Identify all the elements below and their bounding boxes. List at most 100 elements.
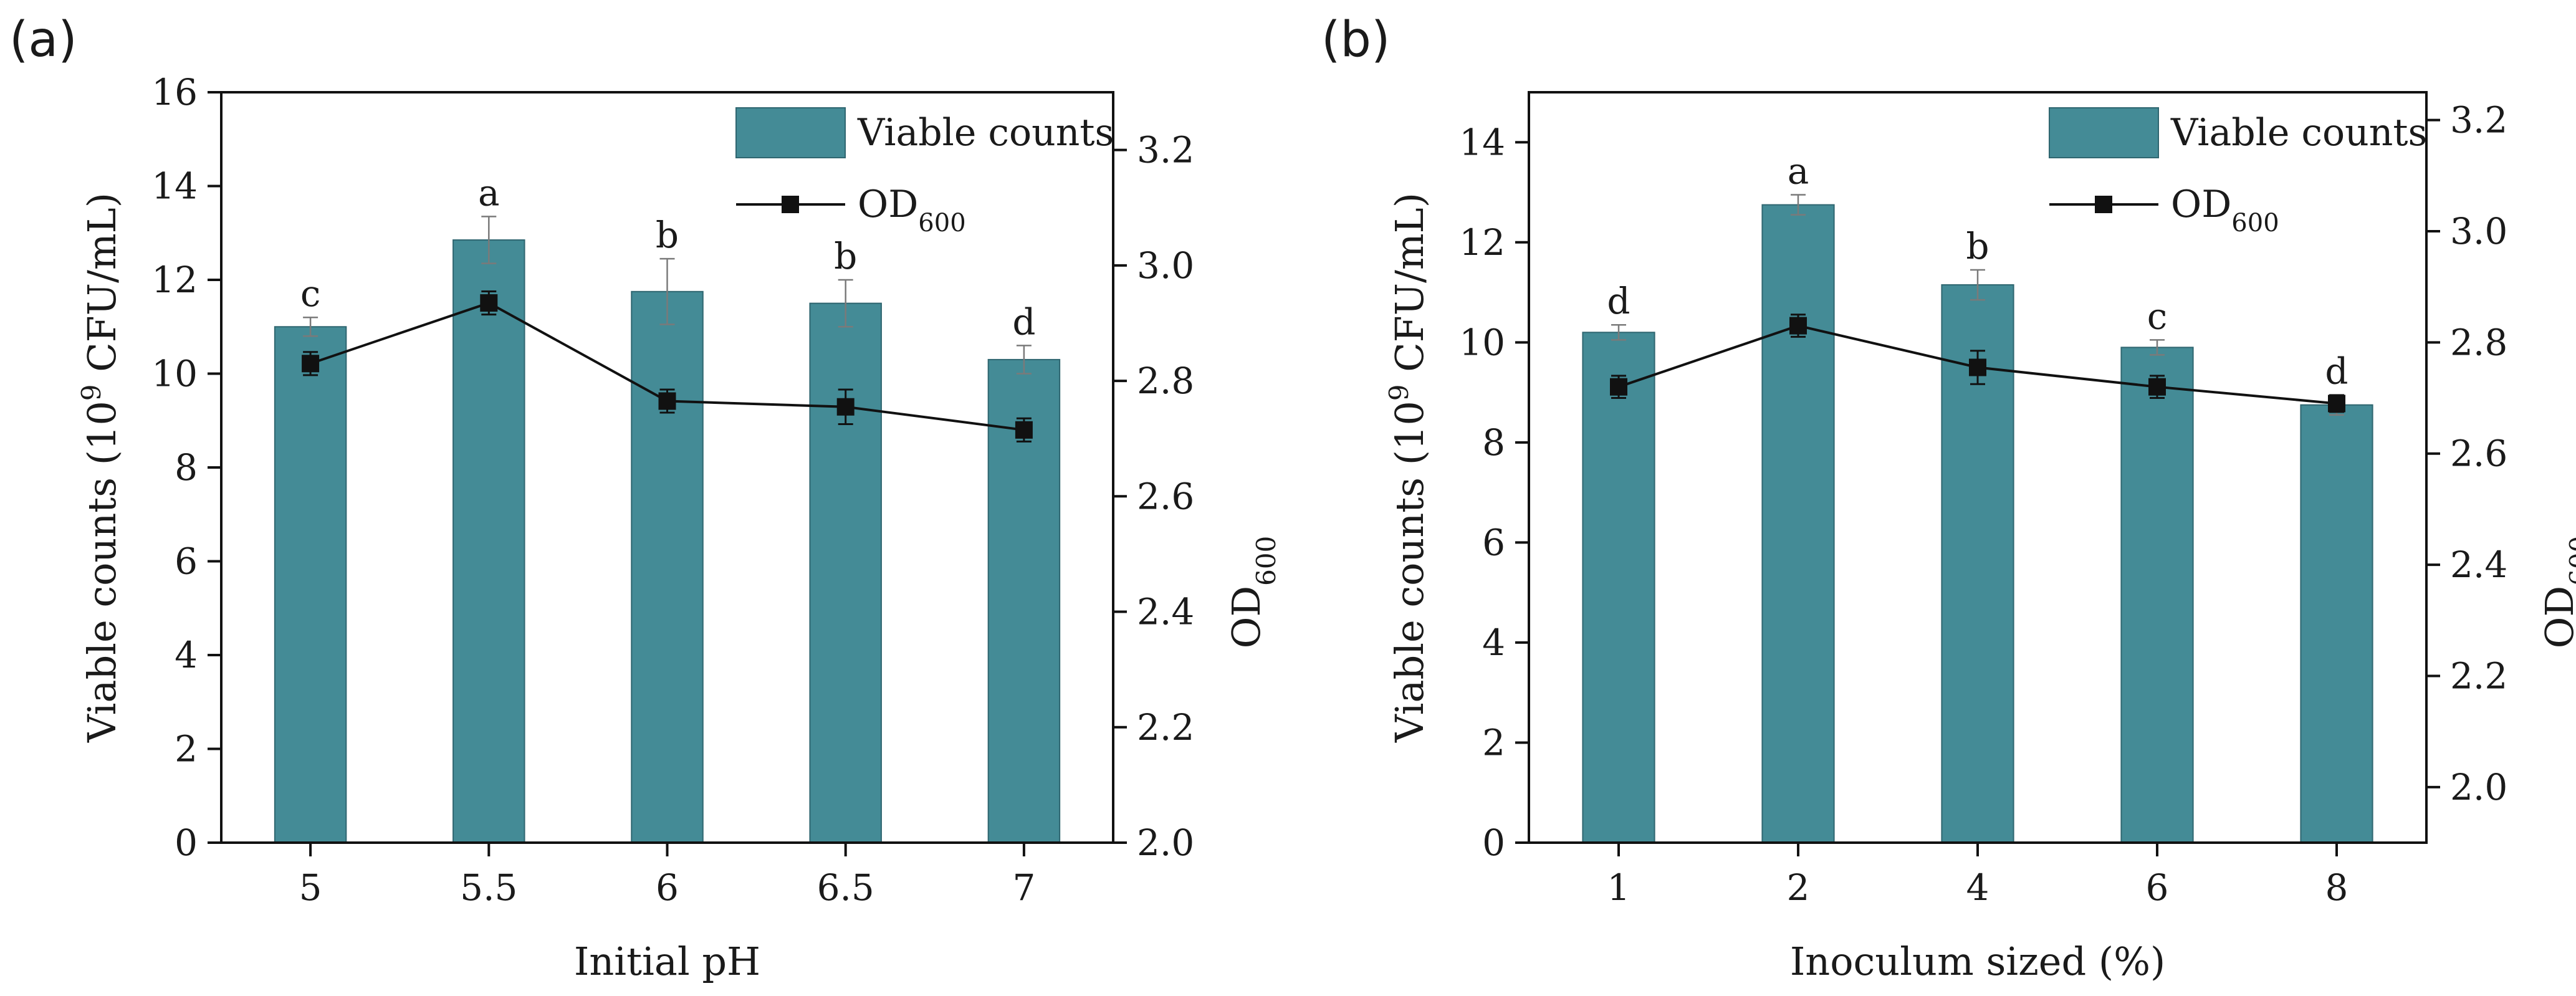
right-tick-label: 3.0: [2450, 210, 2507, 252]
bar-error-6.5: [838, 279, 853, 328]
x-tick-label: 8: [2325, 866, 2349, 909]
left-y-title-main: Viable counts (10: [79, 401, 125, 743]
significance-letter: d: [1607, 280, 1630, 322]
right-tick-label: 3.0: [1137, 244, 1194, 287]
legend-bar-label: Viable counts: [2170, 111, 2427, 155]
left-y-title-tail: CFU/mL): [79, 193, 125, 384]
panel-b: (b)dabcd024681012142.02.22.42.62.83.03.2…: [1321, 12, 2576, 984]
bar-1: [1582, 332, 1655, 843]
right-y-title-main: OD: [2537, 586, 2576, 649]
bar-6: [2120, 347, 2194, 843]
bar-error-1: [1611, 323, 1626, 341]
panel-label: (a): [9, 12, 77, 68]
right-tick-label: 2.0: [2450, 766, 2507, 808]
x-tick-label: 4: [1966, 866, 1989, 909]
left-tick-label: 8: [1482, 421, 1505, 464]
right-tick-label: 2.8: [1137, 360, 1194, 402]
left-tick-label: 0: [175, 821, 198, 864]
right-tick-label: 2.2: [1137, 706, 1194, 749]
right-tick-label: 2.6: [1137, 475, 1194, 517]
bar-6: [631, 290, 704, 843]
legend-bar-swatch: [735, 107, 846, 158]
od600-point-6: [658, 392, 676, 410]
legend-bar-swatch: [2049, 107, 2159, 158]
od600-point-2: [1789, 317, 1807, 335]
right-tick-label: 2.4: [1137, 591, 1194, 633]
left-tick-label: 0: [1482, 821, 1505, 864]
right-y-axis-title: OD600: [1223, 536, 1281, 649]
bar-error-6: [2150, 339, 2165, 356]
left-tick-label: 4: [175, 634, 198, 676]
left-y-title-sup: 9: [1384, 384, 1414, 401]
od600-point-1: [1610, 378, 1627, 396]
bar-2: [1761, 204, 1835, 844]
left-tick-label: 10: [1459, 321, 1505, 363]
left-tick-label: 6: [175, 540, 198, 583]
panel-a: (a) c a b b d 0 2 4 6 8 10 12 14 16 2.0 2.2 2.4 2.6 2.8 3.0 3…: [9, 12, 1281, 984]
legend-line-sub: 600: [2231, 209, 2279, 237]
right-tick-label: 2.0: [1137, 821, 1194, 864]
bar-error-5.5: [481, 216, 497, 264]
legend-line-sub: 600: [918, 209, 965, 237]
legend-line-label: OD600: [858, 183, 966, 237]
od600-point-4: [1969, 358, 1986, 376]
right-tick-label: 3.2: [1137, 129, 1194, 171]
left-tick-label: 12: [151, 259, 198, 301]
right-y-title-sub: 600: [1251, 536, 1281, 586]
right-tick-label: 2.8: [2450, 321, 2507, 363]
left-y-axis-title: Viable counts (109 CFU/mL): [1384, 193, 1433, 743]
right-tick-label: 2.2: [2450, 654, 2507, 697]
significance-letter: b: [656, 214, 679, 256]
legend-line-main: OD: [2171, 183, 2231, 226]
od600-point-6.5: [836, 398, 855, 416]
bar-error-2: [1791, 194, 1806, 216]
x-axis-title: Inoculum sized (%): [1790, 939, 2165, 984]
significance-letter: d: [1012, 300, 1035, 343]
left-tick-label: 12: [1459, 221, 1505, 264]
left-y-title-sup: 9: [76, 384, 107, 401]
x-tick-label: 1: [1607, 866, 1630, 909]
od600-point-8: [2328, 395, 2345, 413]
x-tick-label: 5: [299, 866, 322, 909]
legend-line-marker: [782, 196, 799, 213]
left-tick-label: 14: [1459, 121, 1505, 163]
legend: Viable counts OD600: [735, 107, 1114, 237]
bar-error-6: [659, 257, 675, 325]
legend: Viable counts OD600: [2049, 107, 2427, 237]
right-y-axis-title: OD600: [2537, 536, 2576, 649]
right-y-title-main: OD: [1223, 586, 1269, 649]
right-y-title-sub: 600: [2564, 536, 2576, 586]
x-tick-label: 6: [656, 866, 679, 909]
legend-line-main: OD: [858, 183, 918, 226]
left-tick-label: 8: [175, 446, 198, 489]
right-tick-label: 2.6: [2450, 433, 2507, 475]
significance-letter: b: [1966, 225, 1989, 267]
x-axis-title: Initial pH: [574, 939, 760, 984]
panel-label: (b): [1321, 12, 1390, 68]
significance-letter: a: [478, 171, 500, 214]
bar-error-7: [1016, 345, 1032, 375]
left-tick-label: 2: [175, 728, 198, 770]
right-tick-label: 2.4: [2450, 543, 2507, 586]
left-tick-label: 10: [151, 353, 198, 395]
significance-letter: c: [2147, 295, 2167, 337]
bar-6.5: [809, 302, 882, 843]
od600-point-5: [302, 355, 320, 373]
bar-5.5: [452, 239, 525, 844]
left-y-title-main: Viable counts (10: [1387, 401, 1432, 743]
left-tick-label: 4: [1482, 621, 1505, 664]
significance-letter: a: [1788, 150, 1809, 193]
left-y-title-tail: CFU/mL): [1387, 193, 1432, 384]
x-tick-label: 6: [2146, 866, 2169, 909]
bar-error-4: [1970, 269, 1985, 301]
legend-bar-label: Viable counts: [857, 111, 1114, 155]
x-tick-label: 2: [1787, 866, 1810, 909]
legend-line-marker: [2095, 196, 2112, 213]
significance-letter: b: [834, 235, 857, 277]
x-tick-label: 6.5: [817, 866, 874, 909]
x-tick-label: 7: [1012, 866, 1035, 909]
left-tick-label: 16: [151, 71, 198, 113]
left-tick-label: 14: [151, 165, 198, 208]
left-tick-label: 2: [1482, 721, 1505, 764]
